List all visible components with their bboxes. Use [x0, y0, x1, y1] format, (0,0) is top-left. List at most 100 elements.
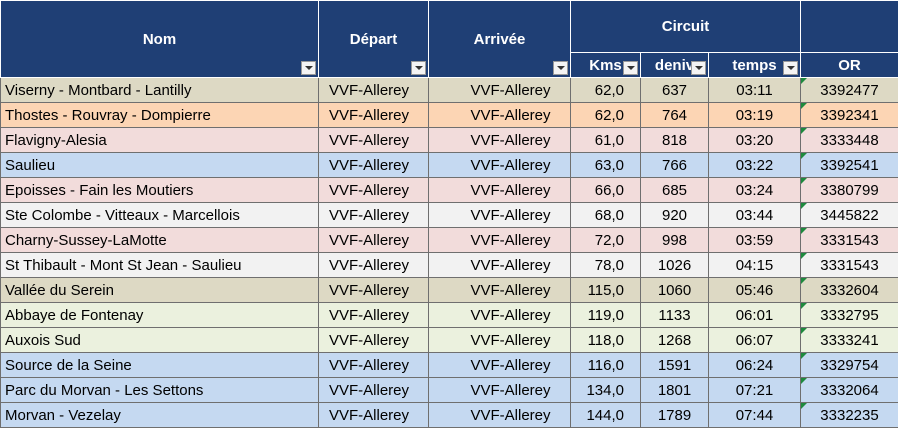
table-cell: VVF-Allerey [318, 377, 429, 403]
table-cell: 03:22 [708, 152, 801, 178]
table-cell: 61,0 [570, 127, 641, 153]
table-cell: 03:20 [708, 127, 801, 153]
table-cell: VVF-Allerey [428, 127, 571, 153]
table-cell: 63,0 [570, 152, 641, 178]
filter-button[interactable] [301, 61, 316, 75]
filter-button[interactable] [691, 61, 706, 75]
table-cell: 3331543 [800, 227, 898, 253]
table-cell: 1026 [640, 252, 709, 278]
table-cell: 06:07 [708, 327, 801, 353]
table-cell: 03:44 [708, 202, 801, 228]
filter-button[interactable] [783, 61, 798, 75]
table-cell: 62,0 [570, 77, 641, 103]
table-cell: VVF-Allerey [428, 152, 571, 178]
column-header: deniv [640, 52, 709, 78]
table-cell: 05:46 [708, 277, 801, 303]
table-cell: 06:24 [708, 352, 801, 378]
table-cell: VVF-Allerey [318, 202, 429, 228]
table-cell: 118,0 [570, 327, 641, 353]
table-row: Abbaye de Fontenay VVF-Allerey VVF-Allerey… [0, 302, 898, 328]
table-cell: VVF-Allerey [428, 277, 571, 303]
table-row: Epoisses - Fain les Moutiers VVF-Allerey V… [0, 177, 898, 203]
table-cell: 66,0 [570, 177, 641, 203]
table-cell: VVF-Allerey [318, 177, 429, 203]
table-body: Viserny - Montbard - Lantilly VVF-Allerey… [0, 77, 898, 428]
table-cell: VVF-Allerey [428, 227, 571, 253]
table-cell: Charny-Sussey-LaMotte [0, 227, 319, 253]
table-row: Parc du Morvan - Les Settons VVF-Allerey V… [0, 377, 898, 403]
table-cell: 1133 [640, 302, 709, 328]
filter-button[interactable] [553, 61, 568, 75]
table-cell: VVF-Allerey [318, 302, 429, 328]
table-row: Morvan - Vezelay VVF-Allerey VVF-Allerey 14… [0, 402, 898, 428]
table-cell: Epoisses - Fain les Moutiers [0, 177, 319, 203]
table-cell: VVF-Allerey [428, 177, 571, 203]
header-text: OR [838, 56, 861, 74]
table-cell: VVF-Allerey [318, 127, 429, 153]
table-cell: VVF-Allerey [318, 252, 429, 278]
table-row: Saulieu VVF-Allerey VVF-Allerey 63,0 766 03:2… [0, 152, 898, 178]
table-row: Vallée du Serein VVF-Allerey VVF-Allerey 11… [0, 277, 898, 303]
table-cell: Source de la Seine [0, 352, 319, 378]
table-cell: 1268 [640, 327, 709, 353]
table-cell: Flavigny-Alesia [0, 127, 319, 153]
table-cell: 03:19 [708, 102, 801, 128]
filter-button[interactable] [411, 61, 426, 75]
filter-button[interactable] [623, 61, 638, 75]
table-cell: 3329754 [800, 352, 898, 378]
table-cell: VVF-Allerey [318, 227, 429, 253]
table-cell: VVF-Allerey [428, 327, 571, 353]
table-cell: 764 [640, 102, 709, 128]
column-header: Kms [570, 52, 641, 78]
table-cell: Thostes - Rouvray - Dompierre [0, 102, 319, 128]
table-cell: 144,0 [570, 402, 641, 428]
table-cell: 766 [640, 152, 709, 178]
table-cell: 1801 [640, 377, 709, 403]
table-cell: VVF-Allerey [428, 202, 571, 228]
table-cell: 119,0 [570, 302, 641, 328]
table-cell: 3445822 [800, 202, 898, 228]
table-row: St Thibault - Mont St Jean - Saulieu VVF-… [0, 252, 898, 278]
column-header: Départ [318, 0, 429, 78]
table-cell: 3332604 [800, 277, 898, 303]
table-cell: 07:44 [708, 402, 801, 428]
table-cell: 3333448 [800, 127, 898, 153]
table-cell: Auxois Sud [0, 327, 319, 353]
table-cell: 03:59 [708, 227, 801, 253]
table-row: Thostes - Rouvray - Dompierre VVF-Allerey… [0, 102, 898, 128]
table-cell: St Thibault - Mont St Jean - Saulieu [0, 252, 319, 278]
table-cell: 920 [640, 202, 709, 228]
table-cell: 685 [640, 177, 709, 203]
table-cell: VVF-Allerey [318, 152, 429, 178]
table-cell: VVF-Allerey [318, 327, 429, 353]
table-cell: Vallée du Serein [0, 277, 319, 303]
header-text: Kms [589, 56, 622, 74]
table-cell: 3380799 [800, 177, 898, 203]
column-header: temps [708, 52, 801, 78]
table-cell: VVF-Allerey [428, 252, 571, 278]
table-cell: VVF-Allerey [428, 302, 571, 328]
header-text: deniv [654, 56, 695, 74]
table-cell: 818 [640, 127, 709, 153]
table-cell: VVF-Allerey [428, 102, 571, 128]
table-row: Auxois Sud VVF-Allerey VVF-Allerey 118,0 126… [0, 327, 898, 353]
table-cell: VVF-Allerey [428, 352, 571, 378]
table-cell: 68,0 [570, 202, 641, 228]
table-cell: 03:11 [708, 77, 801, 103]
table-cell: VVF-Allerey [428, 402, 571, 428]
table-cell: Morvan - Vezelay [0, 402, 319, 428]
table-row: Ste Colombe - Vitteaux - Marcellois VVF-A… [0, 202, 898, 228]
table-cell: VVF-Allerey [428, 77, 571, 103]
table-cell: VVF-Allerey [318, 102, 429, 128]
table-row: Flavigny-Alesia VVF-Allerey VVF-Allerey 61,… [0, 127, 898, 153]
table-cell: 3392477 [800, 77, 898, 103]
table-cell: 637 [640, 77, 709, 103]
table-cell: 04:15 [708, 252, 801, 278]
table-cell: 116,0 [570, 352, 641, 378]
group-header: Circuit [570, 0, 801, 53]
column-header: Arrivée [428, 0, 571, 78]
column-header: OR [800, 52, 898, 78]
table-cell: 1789 [640, 402, 709, 428]
